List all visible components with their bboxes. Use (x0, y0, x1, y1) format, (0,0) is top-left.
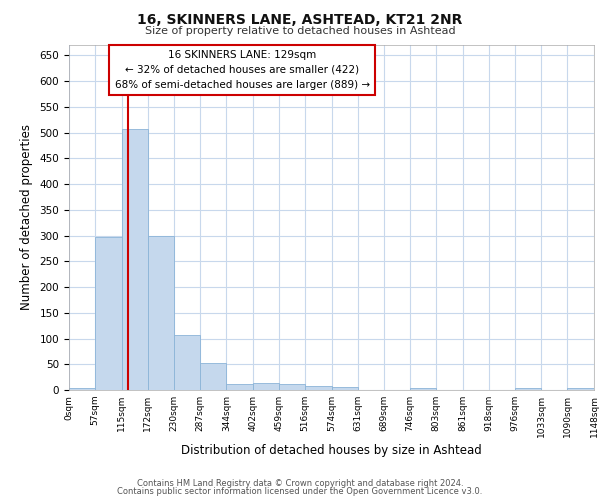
Bar (69, 388, 95, 390)
Y-axis label: Number of detached properties: Number of detached properties (20, 124, 32, 310)
Bar (568, 388, 594, 390)
Bar (410, 388, 436, 390)
Bar (148, 236, 174, 390)
X-axis label: Distribution of detached houses by size in Ashtead: Distribution of detached houses by size … (181, 444, 482, 457)
Bar (95, 237, 122, 390)
Bar (226, 384, 253, 390)
Bar (200, 362, 226, 390)
Text: Contains public sector information licensed under the Open Government Licence v3: Contains public sector information licen… (118, 487, 482, 496)
Bar (253, 384, 279, 390)
Bar (515, 388, 541, 390)
Text: 16, SKINNERS LANE, ASHTEAD, KT21 2NR: 16, SKINNERS LANE, ASHTEAD, KT21 2NR (137, 12, 463, 26)
Bar (331, 388, 358, 390)
Text: 16 SKINNERS LANE: 129sqm
← 32% of detached houses are smaller (422)
68% of semi-: 16 SKINNERS LANE: 129sqm ← 32% of detach… (115, 50, 370, 90)
Text: Size of property relative to detached houses in Ashtead: Size of property relative to detached ho… (145, 26, 455, 36)
Bar (279, 384, 305, 390)
Bar (122, 130, 148, 390)
Bar (305, 386, 331, 390)
Text: Contains HM Land Registry data © Crown copyright and database right 2024.: Contains HM Land Registry data © Crown c… (137, 478, 463, 488)
Bar (174, 336, 200, 390)
